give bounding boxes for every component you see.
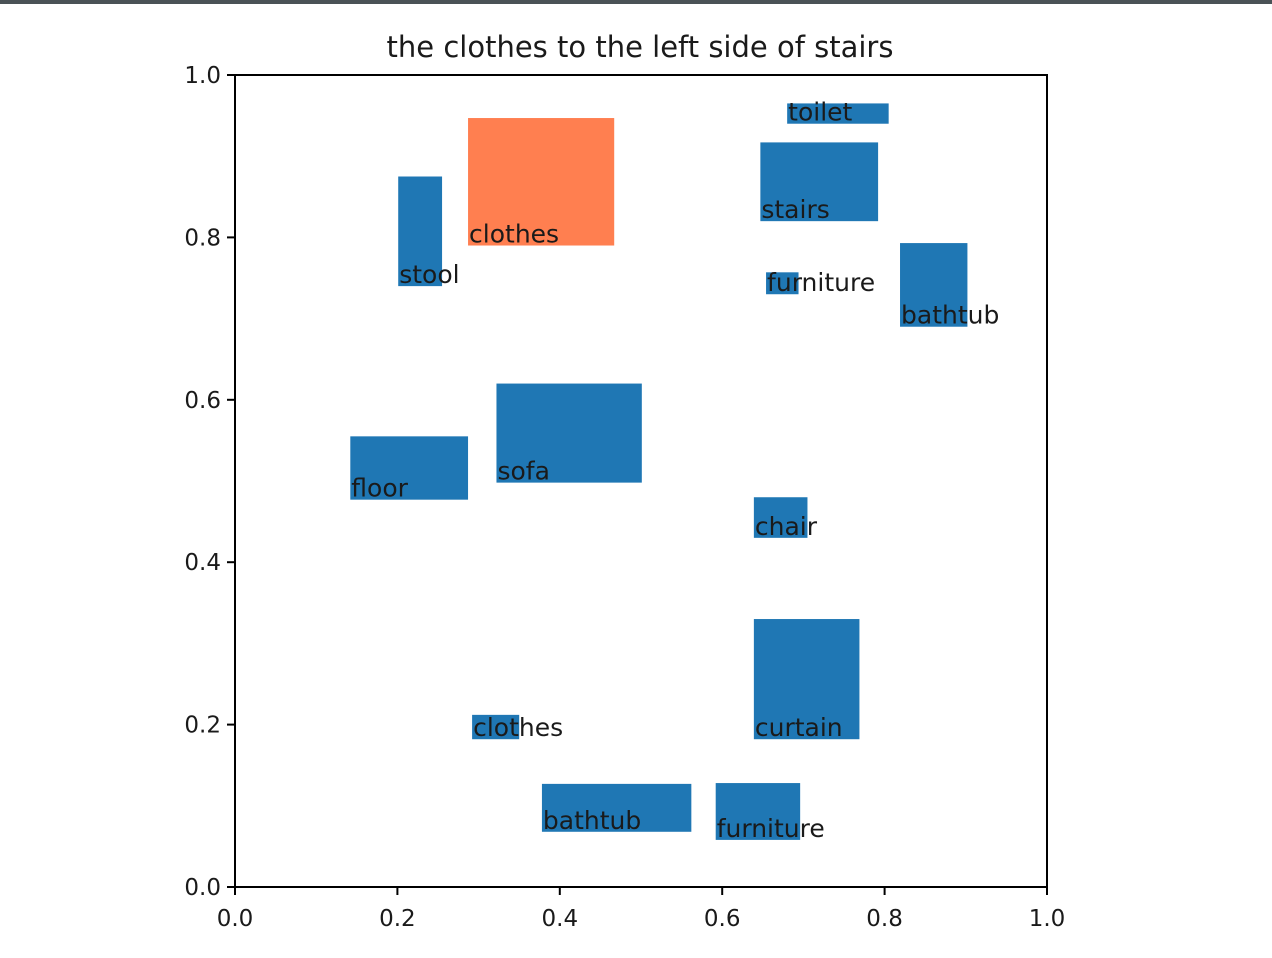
x-tick-label: 0.0 <box>217 906 254 932</box>
box-label-stairs: stairs <box>761 195 829 224</box>
box-label-clothes: clothes <box>473 713 563 742</box>
box-sofa <box>496 383 642 483</box>
box-bathtub <box>900 243 968 327</box>
box-label-clothes: clothes <box>469 220 559 249</box>
box-toilet <box>787 103 889 124</box>
x-tick-label: 0.4 <box>542 906 579 932</box>
y-tick-label: 0.4 <box>184 550 221 576</box>
y-tick-label: 0.0 <box>184 875 221 901</box>
box-stairs <box>760 142 879 222</box>
box-label-toilet: toilet <box>788 98 852 127</box>
y-tick-label: 1.0 <box>184 63 221 89</box>
box-bathtub <box>541 783 692 832</box>
box-curtain <box>753 619 860 740</box>
window-top-border <box>0 0 1272 4</box>
box-label-sofa: sofa <box>497 457 549 486</box>
boxes-layer: toilet clothes stairs stool furniture bathtub… <box>350 98 999 843</box>
box-label-curtain: curtain <box>755 713 843 742</box>
box-furniture <box>766 272 799 295</box>
box-chair <box>753 497 808 538</box>
box-clothes <box>472 714 520 740</box>
y-tick-label: 0.8 <box>184 225 221 251</box>
x-tick-label: 0.2 <box>379 906 416 932</box>
chart-title: the clothes to the left side of stairs <box>387 30 894 64</box>
box-label-stool: stool <box>399 260 459 289</box>
box-label-bathtub: bathtub <box>901 301 999 330</box>
box-clothes-highlight <box>468 118 615 246</box>
ticks-layer: 0.0 0.2 0.4 0.6 0.8 1.0 0.0 0.2 0.4 0.6 0.8 1.0 <box>184 63 1065 932</box>
box-furniture <box>715 783 801 840</box>
box-stool <box>398 176 443 287</box>
box-label-floor: floor <box>351 474 408 503</box>
x-tick-label: 0.8 <box>866 906 903 932</box>
x-tick-label: 0.6 <box>704 906 741 932</box>
box-label-furniture: furniture <box>717 814 825 843</box>
box-label-furniture: furniture <box>767 268 875 297</box>
box-floor <box>350 436 469 500</box>
y-tick-label: 0.2 <box>184 713 221 739</box>
box-label-chair: chair <box>755 512 818 541</box>
x-tick-label: 1.0 <box>1029 906 1066 932</box>
box-label-bathtub: bathtub <box>543 806 641 835</box>
axes-frame <box>234 74 1048 888</box>
y-tick-label: 0.6 <box>184 388 221 414</box>
